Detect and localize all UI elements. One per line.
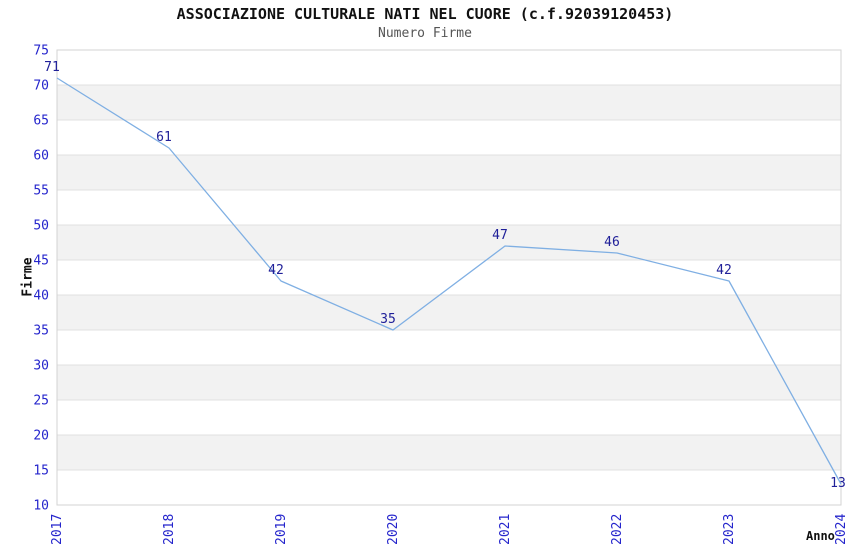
y-axis-title: Firme — [20, 257, 36, 297]
band-stripe — [57, 85, 841, 120]
band-stripe — [57, 435, 841, 470]
x-tick-label: 2023 — [722, 514, 737, 545]
band-stripe — [57, 225, 841, 260]
data-label: 61 — [156, 130, 172, 145]
x-tick-label: 2021 — [498, 514, 513, 545]
band-stripe — [57, 365, 841, 400]
plot-border — [56, 49, 842, 506]
x-axis-title: Anno — [806, 529, 835, 543]
x-tick-label: 2020 — [386, 514, 401, 545]
y-tick-label: 25 — [33, 394, 49, 409]
x-tick-label: 2024 — [834, 514, 849, 545]
data-label: 42 — [716, 263, 732, 278]
y-tick-label: 30 — [33, 359, 49, 374]
data-label: 46 — [604, 235, 620, 250]
data-label: 47 — [492, 228, 508, 243]
chart-title: ASSOCIAZIONE CULTURALE NATI NEL CUORE (c… — [176, 5, 674, 23]
y-tick-label: 15 — [33, 464, 49, 479]
y-tick-label: 45 — [33, 254, 49, 269]
x-tick-label: 2018 — [162, 514, 177, 545]
data-label: 13 — [830, 476, 846, 491]
series-line — [56, 77, 842, 485]
y-tick-label: 55 — [33, 184, 49, 199]
band-stripe — [57, 155, 841, 190]
y-tick-label: 50 — [33, 219, 49, 234]
x-tick-label: 2017 — [50, 514, 65, 545]
y-tick-label: 70 — [33, 79, 49, 94]
y-tick-label: 60 — [33, 149, 49, 164]
data-label: 71 — [44, 60, 60, 75]
y-tick-label: 75 — [33, 44, 49, 59]
data-label: 35 — [380, 312, 396, 327]
y-tick-label: 40 — [33, 289, 49, 304]
chart-subtitle: Numero Firme — [378, 26, 472, 41]
x-tick-label: 2022 — [610, 514, 625, 545]
y-tick-label: 20 — [33, 429, 49, 444]
y-tick-label: 10 — [33, 499, 49, 514]
y-tick-label: 35 — [33, 324, 49, 339]
band-stripe — [57, 295, 841, 330]
x-tick-label: 2019 — [274, 514, 289, 545]
y-tick-label: 65 — [33, 114, 49, 129]
data-label: 42 — [268, 263, 284, 278]
